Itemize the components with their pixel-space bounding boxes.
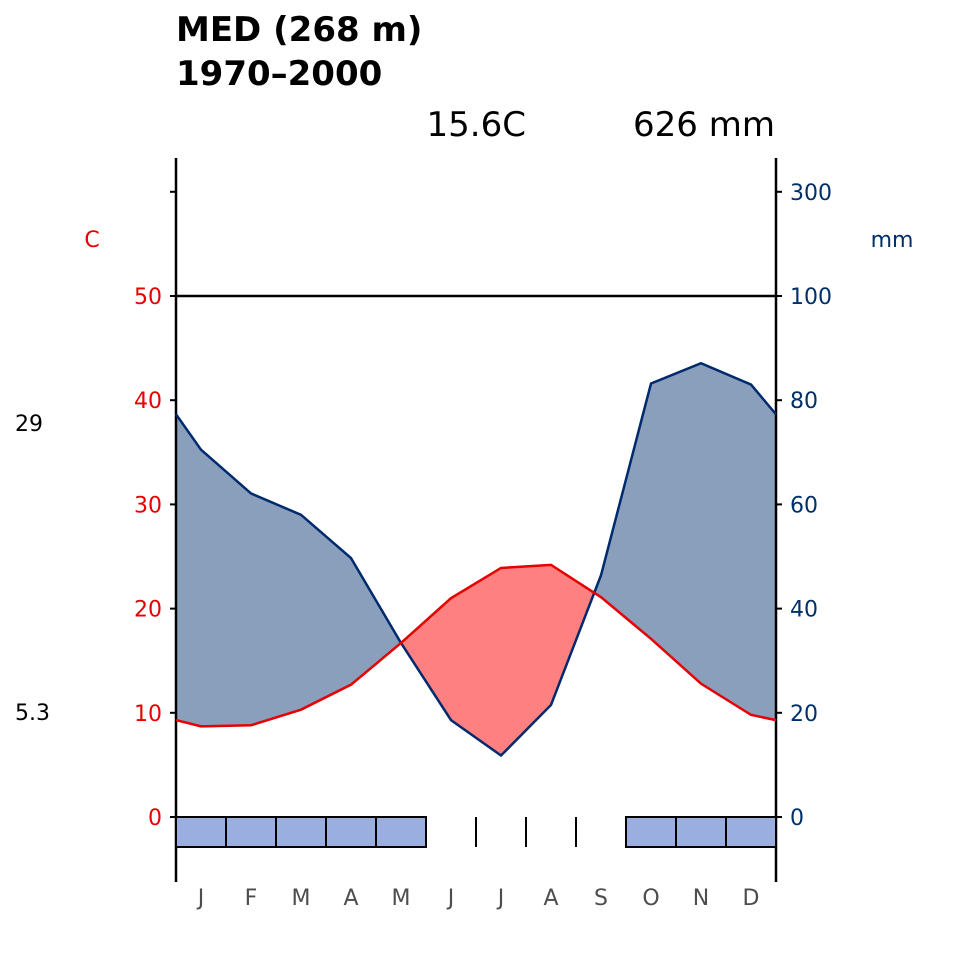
precipitation-tick-label: 100 (790, 285, 832, 310)
month-label: M (392, 886, 411, 911)
precipitation-tick-label: 0 (790, 806, 804, 831)
temperature-tick-label: 50 (134, 285, 162, 310)
precipitation-tick-label: 80 (790, 389, 818, 414)
frost-month-box (275, 816, 327, 848)
min-cold-month-label: 5.3 (15, 701, 50, 726)
precipitation-tick-label: 60 (790, 493, 818, 518)
month-label: J (196, 886, 205, 911)
temperature-tick-label: 10 (134, 702, 162, 727)
humid-period-area (176, 414, 400, 727)
frost-month-box (625, 816, 677, 848)
month-label: N (693, 886, 709, 911)
plot-area: 0 10 20 30 40 50 0 20 40 60 80 100 300 J F M A M J J A S O N D (134, 158, 832, 911)
month-label: S (594, 886, 608, 911)
temperature-tick-label: 30 (134, 493, 162, 518)
month-label: F (245, 886, 258, 911)
frost-month-box (375, 816, 427, 848)
frost-month-box (325, 816, 377, 848)
precipitation-axis-label: mm (871, 228, 914, 253)
precipitation-tick-label: 300 (790, 181, 832, 206)
month-label: J (496, 886, 505, 911)
month-label: D (743, 886, 760, 911)
temperature-line (175, 563, 777, 728)
month-label: O (642, 886, 659, 911)
frost-month-box (725, 816, 777, 848)
arid-period-area (401, 564, 594, 756)
precipitation-line (174, 361, 777, 758)
mean-temperature-text: 15.6C (427, 105, 526, 145)
temperature-tick-label: 20 (134, 598, 162, 623)
precipitation-tick-label: 20 (790, 702, 818, 727)
month-label: J (446, 886, 455, 911)
month-label: M (292, 886, 311, 911)
max-warm-month-label: 29 (15, 412, 43, 437)
temperature-axis-label: C (84, 228, 99, 253)
frost-month-box (175, 816, 227, 848)
chart-title-station: MED (268 m) (176, 10, 422, 50)
precipitation-tick-label: 40 (790, 598, 818, 623)
chart-title-period: 1970–2000 (176, 54, 382, 94)
frost-month-box (675, 816, 727, 848)
temperature-tick-label: 0 (148, 806, 162, 831)
humid-period-area (595, 363, 776, 721)
annual-precipitation-text: 626 mm (633, 105, 775, 145)
frost-month-box (225, 816, 277, 848)
month-label: A (343, 886, 358, 911)
temperature-tick-label: 40 (134, 389, 162, 414)
month-label: A (543, 886, 558, 911)
